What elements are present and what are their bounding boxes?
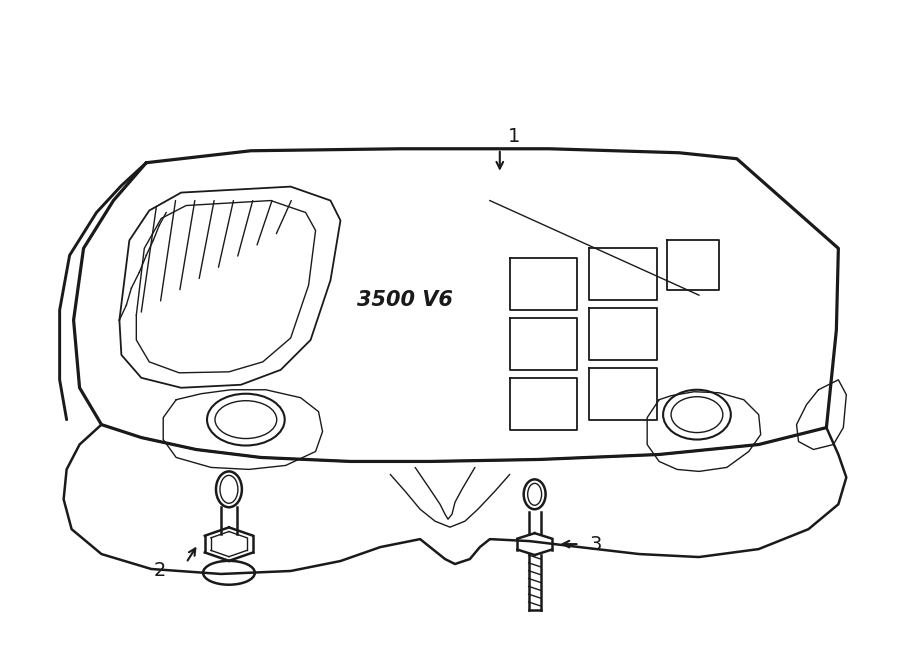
Text: 3500 V6: 3500 V6 <box>357 290 453 310</box>
Text: 3: 3 <box>590 535 602 554</box>
Text: 2: 2 <box>154 561 166 580</box>
Text: 1: 1 <box>508 128 520 146</box>
